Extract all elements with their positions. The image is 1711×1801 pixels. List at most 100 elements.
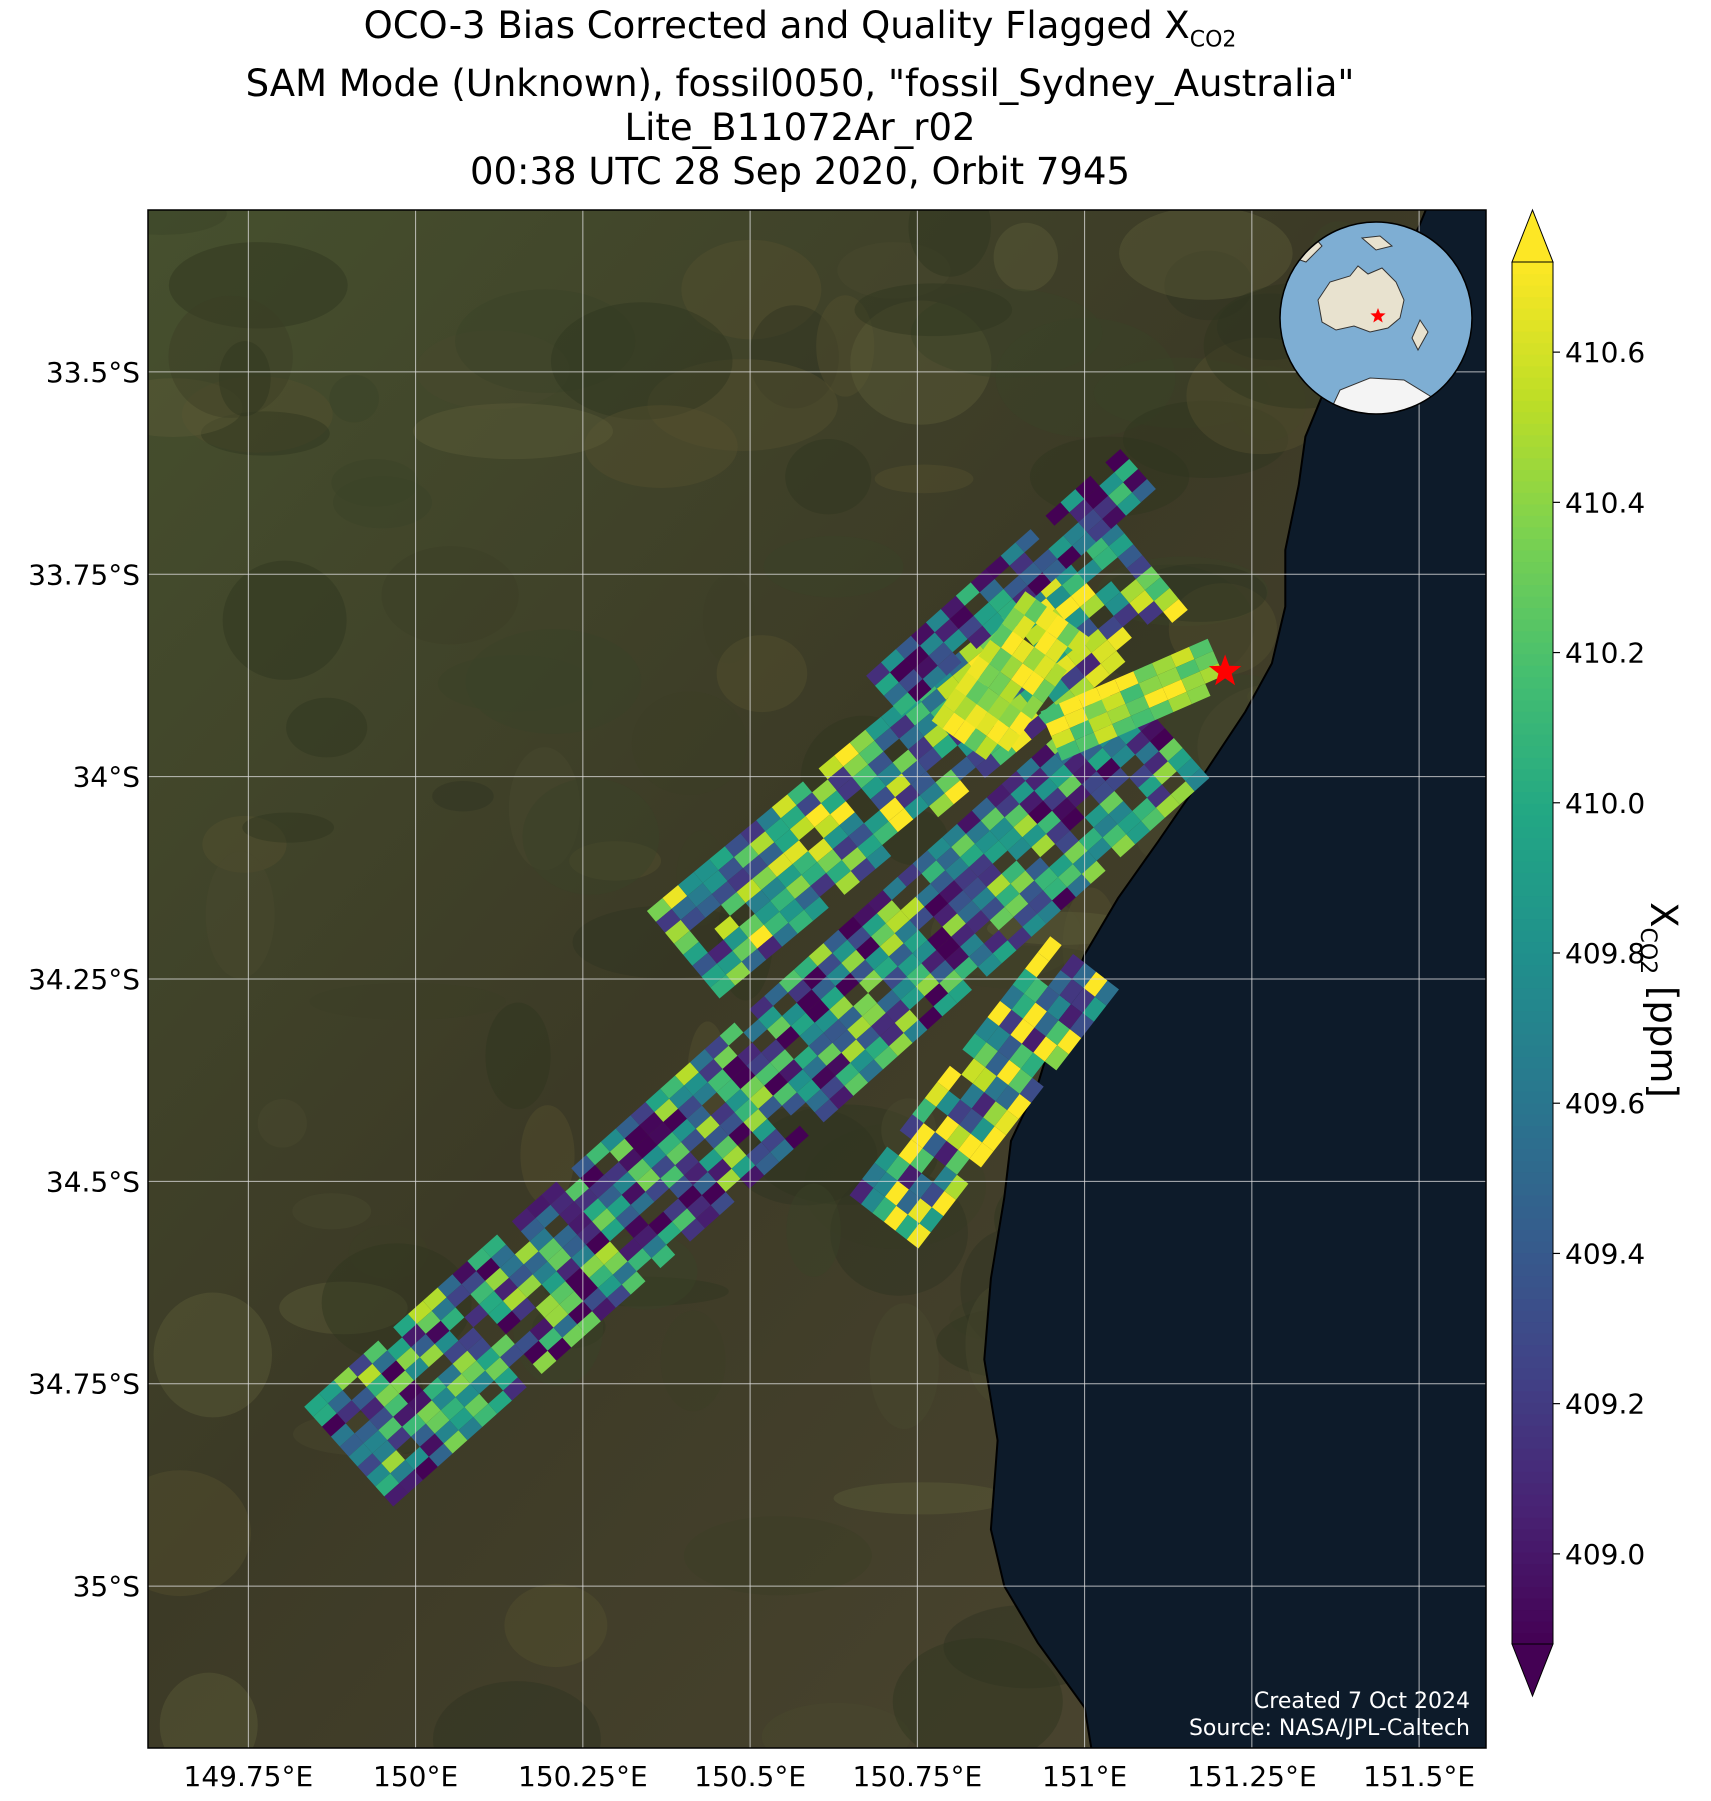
- xco2-footprint: [892, 692, 917, 716]
- xco2-footprint: [814, 814, 840, 839]
- colorbar-segment: [1512, 1206, 1553, 1219]
- colorbar-segment: [1512, 365, 1553, 378]
- colorbar-segment: [1512, 1194, 1553, 1207]
- xco2-footprint: [850, 858, 876, 882]
- xco2-footprint: [360, 1396, 385, 1421]
- xco2-footprint: [903, 930, 928, 954]
- xco2-footprint: [958, 1133, 983, 1159]
- xco2-footprint: [1064, 840, 1088, 864]
- xco2-footprint: [1001, 631, 1024, 656]
- xco2-footprint: [790, 1012, 815, 1036]
- xco2-footprint: [473, 1403, 498, 1427]
- xco2-footprint: [1099, 472, 1124, 496]
- xco2-footprint: [872, 1196, 897, 1222]
- colorbar-segment: [1512, 619, 1553, 632]
- xco2-footprint: [937, 652, 962, 676]
- lat-tick-label: 35°S: [73, 1570, 140, 1603]
- xco2-footprint: [857, 834, 883, 858]
- map-frame: [147, 209, 1487, 1749]
- xco2-footprint: [586, 1141, 610, 1165]
- colorbar-segment: [1512, 665, 1553, 678]
- xco2-footprint: [1031, 834, 1056, 858]
- xco2-footprint: [1004, 893, 1029, 917]
- xco2-footprint: [866, 845, 892, 869]
- terrain-patch: [1093, 357, 1271, 429]
- xco2-footprint: [609, 1138, 634, 1162]
- terrain-patch: [837, 241, 951, 299]
- xco2-footprint: [1023, 1002, 1047, 1028]
- xco2-footprint: [452, 1350, 477, 1374]
- xco2-footprint: [1123, 469, 1147, 493]
- xco2-footprint: [850, 959, 874, 983]
- xco2-footprint: [1024, 977, 1049, 1003]
- xco2-footprint: [657, 1221, 682, 1245]
- xco2-footprint: [1010, 870, 1035, 894]
- lat-tick-label: 34.75°S: [28, 1368, 140, 1401]
- xco2-footprint: [948, 979, 972, 1004]
- colorbar-segment: [1512, 1240, 1553, 1254]
- terrain-patch: [148, 210, 227, 235]
- xco2-footprint: [912, 940, 937, 964]
- xco2-footprint: [1093, 546, 1118, 571]
- xco2-footprint: [1015, 529, 1040, 553]
- xco2-footprint: [897, 953, 922, 977]
- colorbar-segment: [1512, 1551, 1553, 1564]
- terrain-patch: [1230, 365, 1306, 441]
- xco2-footprint: [1087, 519, 1112, 543]
- xco2-footprint: [799, 1022, 824, 1046]
- xco2-footprint: [476, 1257, 500, 1281]
- colorbar-segment: [1512, 1609, 1553, 1622]
- xco2-footprint: [865, 1036, 889, 1060]
- xco2-footprint: [966, 656, 990, 680]
- xco2-footprint: [1009, 552, 1034, 576]
- xco2-footprint: [1075, 475, 1100, 499]
- xco2-footprint: [987, 1000, 1012, 1026]
- xco2-footprint: [764, 982, 788, 1006]
- xco2-footprint: [1047, 995, 1071, 1021]
- xco2-footprint: [758, 842, 784, 867]
- xco2-footprint: [458, 1417, 483, 1441]
- xco2-footprint: [975, 754, 1001, 779]
- xco2-footprint: [369, 1406, 394, 1431]
- colorbar-segment: [1512, 711, 1553, 724]
- xco2-footprint: [953, 720, 976, 745]
- xco2-footprint: [606, 1194, 631, 1219]
- xco2-footprint: [1098, 616, 1123, 640]
- terrain-patch: [850, 300, 992, 425]
- xco2-footprint: [1189, 638, 1214, 660]
- xco2-footprint: [754, 900, 780, 925]
- colorbar-segment: [1512, 1379, 1553, 1392]
- xco2-footprint: [1019, 880, 1044, 904]
- xco2-footprint: [970, 1117, 995, 1143]
- xco2-footprint: [1093, 814, 1118, 838]
- xco2-footprint: [966, 910, 990, 934]
- colorbar-segment: [1512, 354, 1553, 367]
- xco2-footprint: [1011, 993, 1036, 1019]
- xco2-footprint: [885, 910, 910, 934]
- xco2-footprint: [1007, 837, 1032, 861]
- xco2-footprint: [1117, 811, 1142, 835]
- xco2-footprint: [829, 996, 854, 1020]
- colorbar-segment: [1512, 1367, 1553, 1380]
- xco2-footprint: [675, 1062, 699, 1086]
- xco2-footprint: [975, 711, 999, 736]
- xco2-footprint: [500, 1344, 524, 1368]
- xco2-footprint: [788, 909, 814, 934]
- xco2-footprint: [425, 1320, 450, 1344]
- xco2-footprint: [1022, 913, 1047, 937]
- xco2-footprint: [431, 1387, 456, 1411]
- xco2-footprint: [982, 612, 1007, 636]
- xco2-footprint: [812, 779, 837, 804]
- xco2-footprint: [1055, 596, 1080, 620]
- colorbar-segment: [1512, 1528, 1553, 1541]
- xco2-footprint: [922, 665, 947, 689]
- colorbar-segment: [1512, 1333, 1553, 1346]
- colorbar-segment: [1512, 561, 1553, 574]
- colorbar-segment: [1512, 584, 1553, 597]
- lat-tick-label: 34°S: [73, 761, 140, 794]
- xco2-footprint: [713, 1045, 738, 1069]
- xco2-footprint: [1102, 734, 1127, 758]
- xco2-footprint: [942, 712, 965, 737]
- xco2-footprint: [814, 1009, 839, 1033]
- xco2-footprint: [662, 885, 688, 909]
